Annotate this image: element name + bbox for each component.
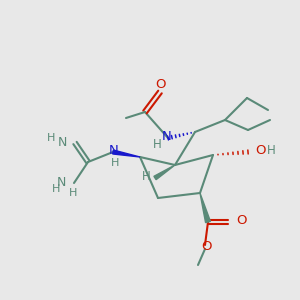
Text: N: N	[58, 136, 67, 148]
Text: H: H	[52, 184, 60, 194]
Polygon shape	[154, 165, 175, 180]
Text: H: H	[153, 139, 161, 152]
Text: O: O	[236, 214, 247, 227]
Text: O: O	[255, 145, 266, 158]
Text: H: H	[142, 170, 150, 184]
Text: N: N	[109, 145, 119, 158]
Polygon shape	[200, 193, 210, 223]
Text: O: O	[201, 239, 211, 253]
Text: H: H	[111, 158, 119, 168]
Text: N: N	[57, 176, 66, 188]
Text: N: N	[162, 130, 172, 143]
Text: H: H	[267, 145, 276, 158]
Text: O: O	[156, 77, 166, 91]
Text: H: H	[69, 188, 77, 198]
Text: H: H	[46, 133, 55, 143]
Polygon shape	[112, 150, 140, 157]
